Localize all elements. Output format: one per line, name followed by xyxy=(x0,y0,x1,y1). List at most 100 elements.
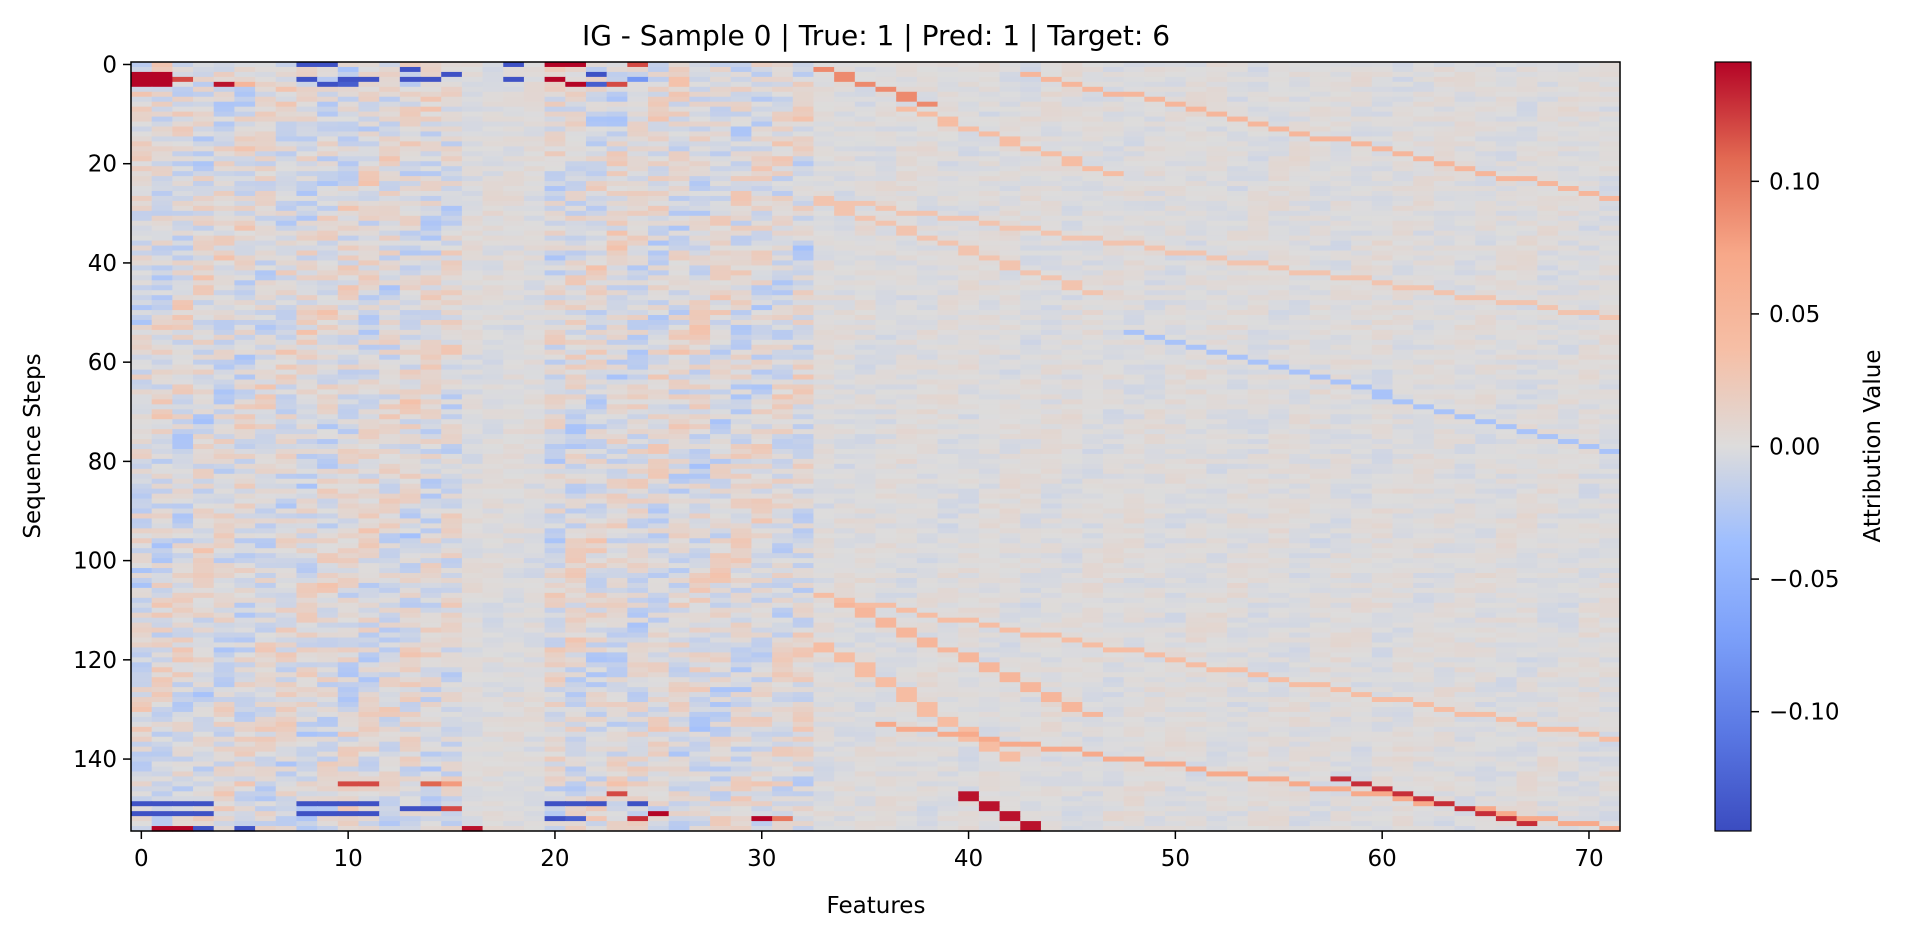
heatmap-cell xyxy=(193,195,215,202)
heatmap-cell xyxy=(358,146,380,152)
heatmap-cell xyxy=(916,121,939,128)
heatmap-cell xyxy=(606,310,628,316)
heatmap-cell xyxy=(1351,166,1373,172)
heatmap-cell xyxy=(234,280,256,286)
heatmap-cell xyxy=(978,379,1001,386)
heatmap-cell xyxy=(193,250,215,257)
heatmap-cell xyxy=(317,329,339,336)
heatmap-cell xyxy=(668,285,690,291)
heatmap-cell xyxy=(482,379,504,386)
heatmap-cell xyxy=(1537,295,1559,301)
heatmap-cell xyxy=(1371,389,1394,396)
heatmap-cell xyxy=(379,290,401,296)
heatmap-cell xyxy=(1123,215,1145,222)
heatmap-cell xyxy=(1082,136,1104,142)
heatmap-cell xyxy=(1309,245,1332,252)
heatmap-cell xyxy=(213,270,235,276)
heatmap-cell xyxy=(420,81,442,88)
heatmap-cell xyxy=(317,384,339,391)
heatmap-cell xyxy=(958,245,980,252)
heatmap-cell xyxy=(1413,181,1435,187)
heatmap-cell xyxy=(461,161,484,167)
heatmap-cell xyxy=(1020,210,1042,217)
heatmap-cell xyxy=(255,389,277,396)
heatmap-cell xyxy=(751,364,773,371)
heatmap-cell xyxy=(606,141,628,147)
heatmap-cell xyxy=(1206,91,1228,98)
heatmap-cell xyxy=(1206,265,1228,271)
heatmap-cell xyxy=(275,324,298,331)
heatmap-cell xyxy=(1433,344,1456,351)
heatmap-cell xyxy=(627,389,649,396)
heatmap-cell xyxy=(648,171,670,177)
heatmap-cell xyxy=(1247,384,1270,391)
heatmap-cell xyxy=(1289,101,1311,108)
heatmap-cell xyxy=(255,315,277,321)
heatmap-cell xyxy=(441,176,463,182)
heatmap-cell xyxy=(461,315,484,321)
heatmap-cell xyxy=(1227,81,1249,88)
heatmap-cell xyxy=(1309,389,1332,396)
heatmap-cell xyxy=(1516,186,1538,192)
heatmap-cell xyxy=(172,275,194,281)
heatmap-cell xyxy=(999,374,1021,381)
heatmap-cell xyxy=(193,359,215,366)
heatmap-cell xyxy=(1495,290,1518,296)
heatmap-cell xyxy=(358,166,380,172)
heatmap-cell xyxy=(544,161,566,167)
heatmap-cell xyxy=(751,195,773,202)
heatmap-cell xyxy=(1351,315,1373,321)
heatmap-cell xyxy=(1206,210,1228,217)
heatmap-cell xyxy=(896,315,918,321)
heatmap-cell xyxy=(1061,76,1083,83)
heatmap-cell xyxy=(730,96,753,103)
heatmap-cell xyxy=(1247,359,1270,366)
heatmap-cell xyxy=(1495,339,1518,346)
heatmap-cell xyxy=(420,156,442,162)
heatmap-cell xyxy=(710,275,732,281)
heatmap-cell xyxy=(523,374,546,381)
heatmap-cell xyxy=(1433,250,1456,257)
heatmap-cell xyxy=(751,324,773,331)
heatmap-cell xyxy=(1433,240,1456,247)
heatmap-cell xyxy=(193,225,215,232)
heatmap-cell xyxy=(792,250,815,257)
heatmap-cell xyxy=(337,334,360,341)
heatmap-cell xyxy=(172,280,194,286)
heatmap-cell xyxy=(978,265,1001,271)
heatmap-cell xyxy=(296,121,318,128)
heatmap-cell xyxy=(710,310,732,316)
heatmap-cell xyxy=(958,305,980,311)
heatmap-cell xyxy=(317,186,339,192)
heatmap-cell xyxy=(420,379,442,386)
heatmap-cell xyxy=(1433,81,1456,88)
heatmap-cell xyxy=(648,255,670,262)
heatmap-cell xyxy=(1433,176,1456,182)
heatmap-cell xyxy=(1516,310,1538,316)
heatmap-cell xyxy=(772,62,794,68)
heatmap-cell xyxy=(1599,166,1621,172)
heatmap-cell xyxy=(1165,300,1187,306)
heatmap-cell xyxy=(544,106,566,113)
heatmap-cell xyxy=(1102,384,1125,391)
heatmap-cell xyxy=(1371,374,1394,381)
heatmap-cell xyxy=(1227,176,1249,182)
heatmap-cell xyxy=(1268,270,1290,276)
heatmap-cell xyxy=(1165,270,1187,276)
heatmap-cell xyxy=(813,300,835,306)
heatmap-cell xyxy=(565,300,587,306)
heatmap-cell xyxy=(1371,270,1394,276)
heatmap-cell xyxy=(916,359,939,366)
heatmap-cell xyxy=(1475,270,1497,276)
heatmap-cell xyxy=(1144,220,1166,227)
heatmap-cell xyxy=(358,329,380,336)
heatmap-cell xyxy=(255,205,277,212)
heatmap-cell xyxy=(1475,379,1497,386)
heatmap-cell xyxy=(689,344,711,351)
heatmap-cell xyxy=(834,121,856,128)
heatmap-cell xyxy=(1413,200,1435,207)
heatmap-cell xyxy=(668,364,690,371)
heatmap-cell xyxy=(193,255,215,262)
heatmap-cell xyxy=(813,215,835,222)
heatmap-cell xyxy=(606,156,628,162)
